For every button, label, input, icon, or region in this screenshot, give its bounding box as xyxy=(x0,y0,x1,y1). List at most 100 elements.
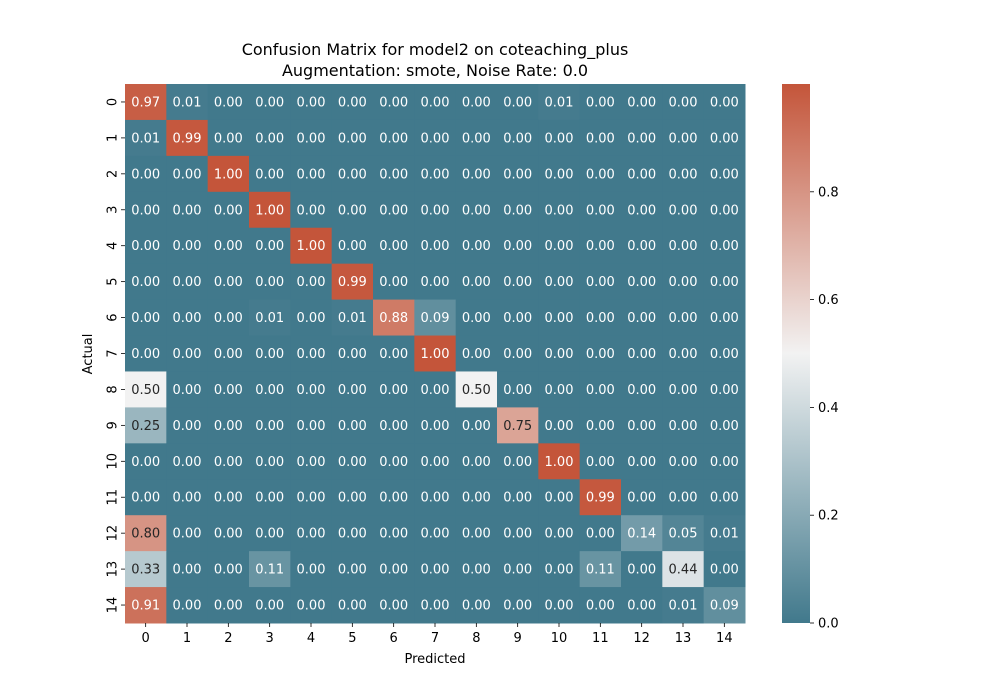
heatmap-cell xyxy=(538,84,581,121)
heatmap-cell xyxy=(290,155,333,193)
heatmap-cell-label: 0.00 xyxy=(627,95,656,110)
heatmap-cell-label: 0.00 xyxy=(586,455,615,470)
heatmap-cell-label: 0.00 xyxy=(503,239,532,254)
heatmap-cell xyxy=(579,443,622,480)
heatmap-cell-label: 0.00 xyxy=(545,167,574,182)
heatmap-cell xyxy=(125,227,167,265)
heatmap-cell xyxy=(662,227,705,265)
y-tick-label: 1 xyxy=(106,134,121,142)
heatmap-cell xyxy=(331,84,374,121)
heatmap-cell-label: 0.00 xyxy=(131,203,160,218)
heatmap-cell xyxy=(207,515,250,552)
heatmap-cell-label: 0.97 xyxy=(131,95,160,110)
heatmap-cell-label: 0.00 xyxy=(255,131,284,146)
heatmap-cell-label: 0.00 xyxy=(462,347,491,362)
heatmap-cell-label: 0.00 xyxy=(545,131,574,146)
heatmap-cell-label: 0.00 xyxy=(255,95,284,110)
heatmap-cell-label: 0.99 xyxy=(338,275,367,290)
heatmap-cell-label: 0.00 xyxy=(131,311,160,326)
heatmap-cell-label: 0.00 xyxy=(627,455,656,470)
heatmap-cell-label: 0.00 xyxy=(297,203,326,218)
heatmap-cell-label: 0.00 xyxy=(338,203,367,218)
colorbar-tick-label: 0.8 xyxy=(818,185,839,200)
heatmap-cell xyxy=(125,515,167,552)
heatmap-cell-label: 0.00 xyxy=(173,311,202,326)
heatmap-cell-label: 0.00 xyxy=(173,563,202,578)
heatmap-cell xyxy=(373,371,415,408)
heatmap-cell-label: 0.00 xyxy=(173,599,202,614)
heatmap-cell-label: 0.00 xyxy=(545,383,574,398)
heatmap-cell-label: 0.00 xyxy=(586,527,615,542)
heatmap-cell xyxy=(414,227,457,265)
heatmap-cell-label: 0.00 xyxy=(710,419,739,434)
colorbar-tick-label: 0.6 xyxy=(818,293,839,308)
heatmap-cell-label: 0.00 xyxy=(214,527,243,542)
heatmap-cell-label: 0.00 xyxy=(462,527,491,542)
heatmap-cell xyxy=(249,479,291,516)
heatmap-cell-label: 0.00 xyxy=(710,563,739,578)
heatmap-cell xyxy=(455,551,498,588)
heatmap-cell-label: 0.00 xyxy=(173,455,202,470)
heatmap-cell-label: 0.00 xyxy=(545,599,574,614)
heatmap-cell-label: 0.00 xyxy=(421,275,450,290)
heatmap-cell xyxy=(497,515,539,552)
heatmap-cell xyxy=(125,263,167,301)
heatmap-cell xyxy=(331,371,374,408)
heatmap-cell xyxy=(373,335,415,372)
heatmap-cell-label: 0.00 xyxy=(669,167,698,182)
heatmap-cell-label: 0.00 xyxy=(297,563,326,578)
heatmap-cell-label: 0.80 xyxy=(131,527,160,542)
y-axis-label: Actual xyxy=(81,334,96,375)
heatmap-cell xyxy=(414,479,457,516)
heatmap-cell xyxy=(207,155,250,193)
heatmap-cell-label: 0.00 xyxy=(297,167,326,182)
heatmap-cell xyxy=(207,335,250,372)
heatmap-cell xyxy=(662,119,705,157)
heatmap-cell-label: 0.00 xyxy=(627,311,656,326)
heatmap-cell xyxy=(290,335,333,372)
heatmap-cell-label: 0.00 xyxy=(379,203,408,218)
heatmap-cell xyxy=(662,515,705,552)
heatmap-cell-label: 0.00 xyxy=(297,275,326,290)
heatmap-cell xyxy=(207,263,250,301)
heatmap-cell xyxy=(455,227,498,265)
heatmap-cell-label: 0.75 xyxy=(503,419,532,434)
heatmap-cell xyxy=(373,515,415,552)
heatmap-cell xyxy=(290,119,333,157)
heatmap-cell xyxy=(249,371,291,408)
heatmap-cell xyxy=(497,263,539,301)
heatmap-cell-label: 0.00 xyxy=(669,383,698,398)
heatmap-cell xyxy=(621,479,663,516)
heatmap-cell xyxy=(414,119,457,157)
heatmap-cell xyxy=(662,191,705,229)
heatmap-cell-label: 0.00 xyxy=(462,95,491,110)
heatmap-cell xyxy=(621,227,663,265)
heatmap-cell xyxy=(621,191,663,229)
heatmap-cell xyxy=(621,84,663,121)
heatmap-cell-label: 0.00 xyxy=(421,419,450,434)
heatmap-cell-label: 1.00 xyxy=(545,455,574,470)
heatmap-cell-label: 0.00 xyxy=(627,167,656,182)
heatmap-cell xyxy=(166,155,209,193)
heatmap-cell xyxy=(331,515,374,552)
heatmap-cell xyxy=(249,335,291,372)
heatmap-cell xyxy=(125,191,167,229)
heatmap-cell xyxy=(207,227,250,265)
heatmap-cell xyxy=(703,119,746,157)
heatmap-cell-label: 0.00 xyxy=(214,455,243,470)
heatmap-cell-label: 0.00 xyxy=(586,203,615,218)
heatmap-cell-label: 0.99 xyxy=(586,491,615,506)
heatmap-cell xyxy=(703,443,746,480)
heatmap-cell xyxy=(207,587,250,624)
heatmap-cell xyxy=(373,84,415,121)
heatmap-cell xyxy=(166,407,209,444)
heatmap-cell-label: 0.11 xyxy=(586,563,615,578)
colorbar-gradient xyxy=(782,84,810,623)
heatmap-cell-label: 0.00 xyxy=(379,275,408,290)
y-tick-label: 2 xyxy=(106,170,121,178)
heatmap-cell-label: 0.00 xyxy=(669,491,698,506)
heatmap-cell xyxy=(166,335,209,372)
heatmap-cell-label: 0.00 xyxy=(338,527,367,542)
heatmap-cell-label: 0.00 xyxy=(627,203,656,218)
